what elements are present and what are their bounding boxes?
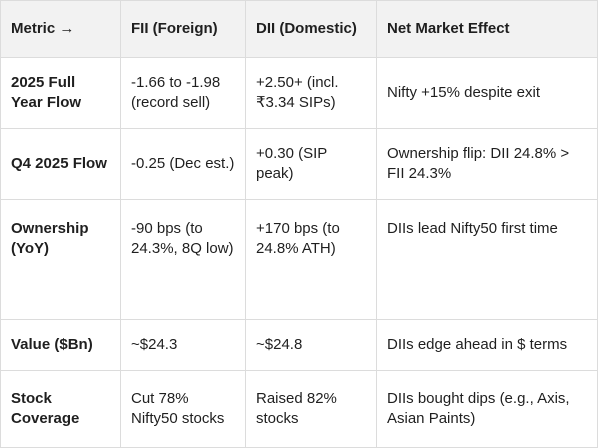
fii-cell: Cut 78% Nifty50 stocks: [120, 370, 246, 448]
table-row: Q4 2025 Flow -0.25 (Dec est.) +0.30 (SIP…: [0, 128, 598, 200]
effect-cell: DIIs bought dips (e.g., Axis, Asian Pain…: [376, 370, 598, 448]
table-header: Metric → FII (Foreign) DII (Domestic) Ne…: [0, 0, 598, 58]
table-row: 2025 Full Year Flow -1.66 to -1.98 (reco…: [0, 57, 598, 129]
fii-cell: -1.66 to -1.98 (record sell): [120, 57, 246, 129]
header-fii: FII (Foreign): [120, 0, 246, 58]
fii-cell: -90 bps (to 24.3%, 8Q low): [120, 199, 246, 320]
table-row: Value ($Bn) ~$24.3 ~$24.8 DIIs edge ahea…: [0, 319, 598, 371]
metric-cell: 2025 Full Year Flow: [0, 57, 121, 129]
table-row: Stock Coverage Cut 78% Nifty50 stocks Ra…: [0, 370, 598, 448]
effect-cell: Nifty +15% despite exit: [376, 57, 598, 129]
dii-cell: +170 bps (to 24.8% ATH): [245, 199, 377, 320]
table-row: Ownership (YoY) -90 bps (to 24.3%, 8Q lo…: [0, 199, 598, 320]
dii-cell: ~$24.8: [245, 319, 377, 371]
metric-cell: Value ($Bn): [0, 319, 121, 371]
effect-cell: DIIs edge ahead in $ terms: [376, 319, 598, 371]
fii-cell: -0.25 (Dec est.): [120, 128, 246, 200]
header-net-effect: Net Market Effect: [376, 0, 598, 58]
metric-cell: Q4 2025 Flow: [0, 128, 121, 200]
metric-cell: Stock Coverage: [0, 370, 121, 448]
dii-cell: +2.50+ (incl. ₹3.34 SIPs): [245, 57, 377, 129]
dii-cell: Raised 82% stocks: [245, 370, 377, 448]
metric-cell: Ownership (YoY): [0, 199, 121, 320]
header-dii: DII (Domestic): [245, 0, 377, 58]
table-body: 2025 Full Year Flow -1.66 to -1.98 (reco…: [0, 57, 598, 448]
dii-cell: +0.30 (SIP peak): [245, 128, 377, 200]
effect-cell: Ownership flip: DII 24.8% > FII 24.3%: [376, 128, 598, 200]
header-row: Metric → FII (Foreign) DII (Domestic) Ne…: [0, 0, 598, 58]
header-metric: Metric →: [0, 0, 121, 58]
effect-cell: DIIs lead Nifty50 first time: [376, 199, 598, 320]
fii-cell: ~$24.3: [120, 319, 246, 371]
